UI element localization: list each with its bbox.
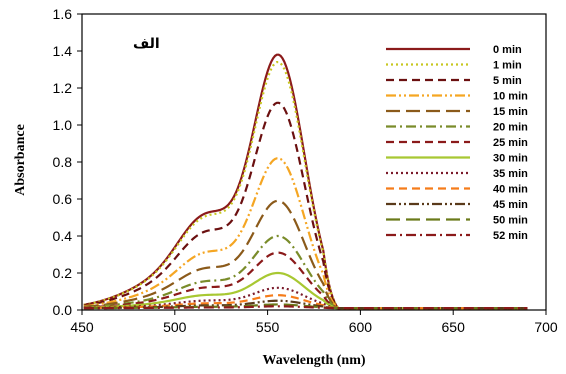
x-tick-label: 550	[256, 319, 280, 335]
y-tick-label: 1.6	[53, 6, 73, 22]
series-line-10-min	[83, 157, 528, 310]
y-tick-label: 0.4	[53, 228, 73, 244]
legend-label: 20 min	[493, 122, 528, 134]
legend-label: 30 min	[493, 153, 528, 165]
legend-label: 0 min	[493, 44, 522, 56]
y-tick-label: 0.0	[53, 302, 73, 318]
y-tick-label: 0.8	[53, 154, 73, 170]
y-tick-label: 1.4	[53, 43, 73, 59]
legend-label: 10 min	[493, 91, 528, 103]
y-tick-label: 0.2	[53, 265, 73, 281]
legend-label: 1 min	[493, 60, 522, 72]
legend: 0 min 1 min 5 min 10 min 15 min 20 min 25 min 3…	[386, 44, 528, 242]
legend-label: 45 min	[493, 199, 528, 211]
panel-label: الف	[133, 36, 160, 52]
series-line-40-min	[83, 294, 528, 310]
y-tick-label: 1.2	[53, 80, 73, 96]
axes: 450 500 550 600 650 700 0.0 0.2 0.4 0.6 0.8 1.0 1.2 1…	[53, 6, 558, 335]
x-tick-label: 650	[442, 319, 466, 335]
series-line-5-min	[83, 101, 528, 310]
legend-label: 15 min	[493, 106, 528, 118]
x-tick-label: 500	[163, 319, 187, 335]
x-tick-label: 700	[534, 319, 558, 335]
series-line-30-min	[83, 271, 528, 310]
x-axis-title: Wavelength (nm)	[262, 353, 365, 368]
legend-label: 35 min	[493, 168, 528, 180]
y-axis-title: Absorbance	[13, 124, 28, 196]
series-line-52-min	[83, 305, 528, 310]
y-tick-label: 1.0	[53, 117, 73, 133]
series-lines	[83, 53, 528, 310]
y-tick-label: 0.6	[53, 191, 73, 207]
series-line-0-min	[83, 53, 528, 310]
legend-label: 52 min	[493, 230, 528, 242]
series-line-15-min	[83, 199, 528, 310]
legend-label: 25 min	[493, 137, 528, 149]
x-tick-label: 450	[70, 319, 94, 335]
x-tick-label: 600	[349, 319, 373, 335]
series-line-1-min	[83, 60, 528, 310]
legend-label: 5 min	[493, 75, 522, 87]
legend-label: 50 min	[493, 215, 528, 227]
legend-label: 40 min	[493, 184, 528, 196]
